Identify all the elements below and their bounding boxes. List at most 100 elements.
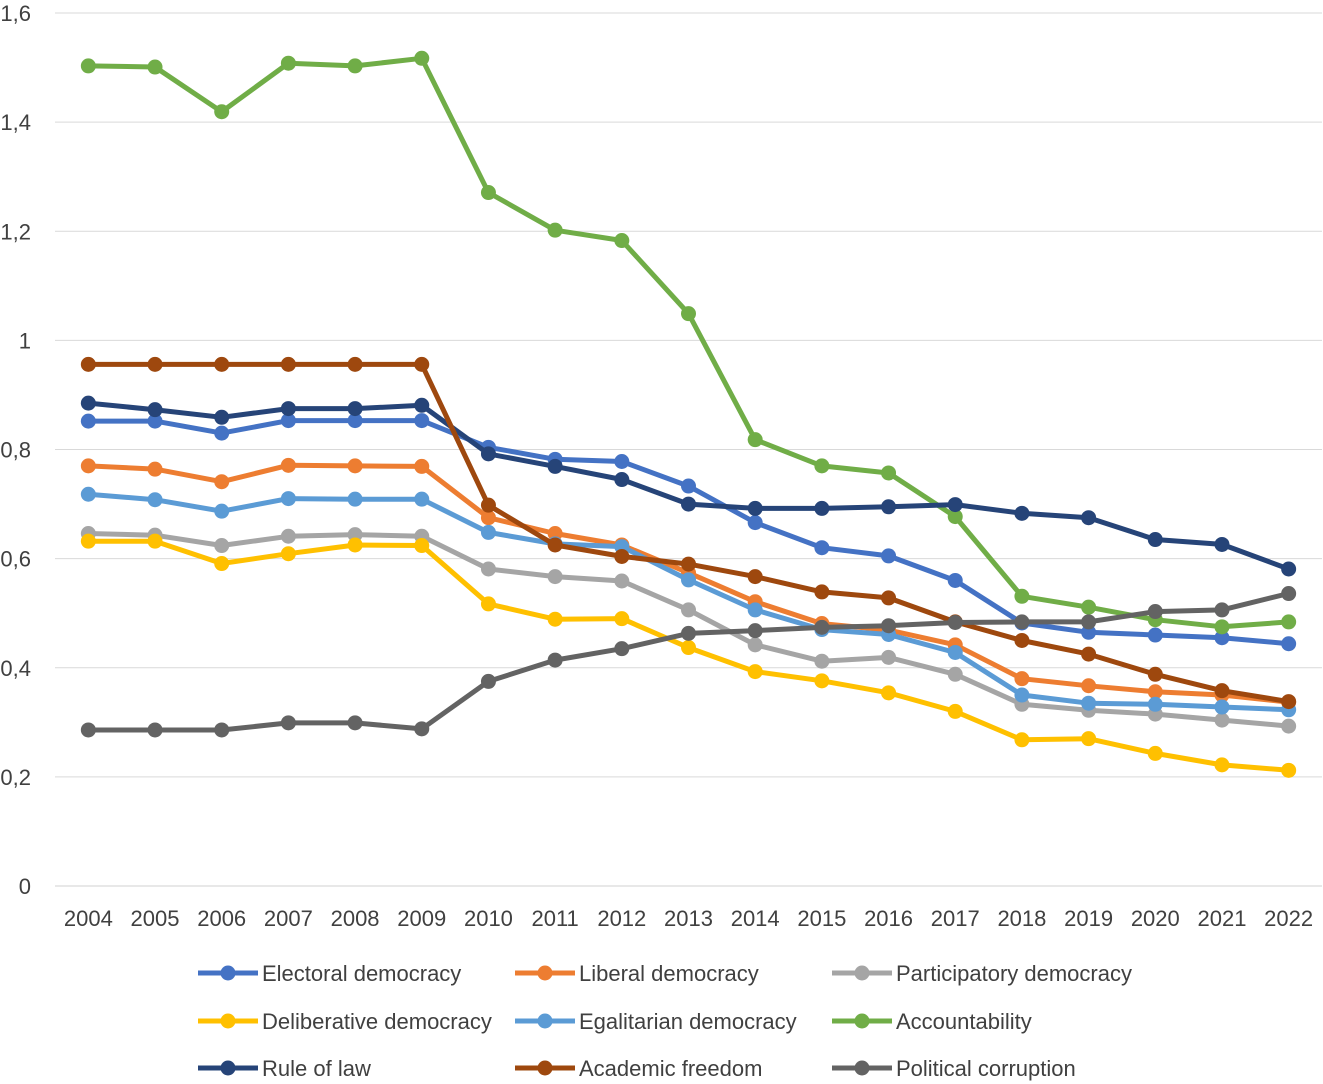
data-point <box>747 515 763 531</box>
legend-marker <box>537 1013 553 1029</box>
data-point <box>1147 604 1163 620</box>
data-point <box>147 413 163 429</box>
data-point <box>1214 630 1230 646</box>
data-point <box>747 664 763 680</box>
data-point <box>480 185 496 201</box>
data-point <box>614 611 630 627</box>
x-tick-label: 2009 <box>397 906 446 931</box>
legend-marker <box>220 1060 236 1076</box>
data-point <box>947 509 963 525</box>
x-tick-label: 2022 <box>1264 906 1313 931</box>
data-point <box>280 457 296 473</box>
data-point <box>881 465 897 481</box>
data-point <box>414 356 430 372</box>
x-tick-label: 2021 <box>1197 906 1246 931</box>
data-point <box>814 540 830 556</box>
data-point <box>480 561 496 577</box>
data-point <box>1147 666 1163 682</box>
data-point <box>1281 718 1297 734</box>
data-point <box>1281 762 1297 778</box>
legend-item: Deliberative democracy <box>198 1009 492 1034</box>
x-tick-label: 2007 <box>264 906 313 931</box>
y-tick-label: 1,4 <box>0 110 31 135</box>
data-point <box>881 590 897 606</box>
legend-marker <box>220 965 236 981</box>
data-point <box>1147 627 1163 643</box>
series-political-corruption <box>80 586 1297 738</box>
data-point <box>1014 687 1030 703</box>
data-point <box>1281 586 1297 602</box>
data-point <box>881 649 897 665</box>
data-point <box>947 497 963 513</box>
data-point <box>80 395 96 411</box>
data-point <box>1014 614 1030 630</box>
data-point <box>947 666 963 682</box>
data-point <box>547 652 563 668</box>
data-point <box>814 653 830 669</box>
x-tick-label: 2008 <box>331 906 380 931</box>
data-point <box>480 673 496 689</box>
legend-item: Rule of law <box>198 1056 371 1081</box>
data-point <box>80 533 96 549</box>
x-tick-label: 2014 <box>731 906 780 931</box>
series-deliberative-democracy <box>80 533 1297 778</box>
data-point <box>347 715 363 731</box>
data-point <box>1214 757 1230 773</box>
y-tick-label: 0,8 <box>0 438 31 463</box>
data-point <box>1081 624 1097 640</box>
legend-item: Academic freedom <box>515 1056 762 1081</box>
data-point <box>280 55 296 71</box>
series-egalitarian-democracy <box>80 486 1297 718</box>
y-axis-ticks: 0 0,2 0,4 0,6 0,8 1 1,2 1,4 1,6 <box>0 1 31 899</box>
data-point <box>1081 614 1097 630</box>
legend-marker <box>537 1060 553 1076</box>
data-point <box>414 50 430 66</box>
series-academic-freedom <box>80 356 1297 710</box>
x-tick-label: 2006 <box>197 906 246 931</box>
series-lines <box>80 50 1297 778</box>
data-point <box>147 59 163 75</box>
legend-label: Accountability <box>896 1009 1032 1034</box>
data-point <box>1147 696 1163 712</box>
data-point <box>280 413 296 429</box>
data-point <box>614 454 630 470</box>
y-tick-label: 0 <box>19 874 31 899</box>
data-point <box>214 503 230 519</box>
x-tick-label: 2017 <box>931 906 980 931</box>
legend-label: Political corruption <box>896 1056 1076 1081</box>
data-point <box>347 401 363 417</box>
x-tick-label: 2004 <box>64 906 113 931</box>
data-point <box>414 458 430 474</box>
y-tick-label: 0,2 <box>0 765 31 790</box>
data-point <box>347 527 363 543</box>
data-point <box>1014 732 1030 748</box>
data-point <box>347 58 363 74</box>
data-point <box>480 596 496 612</box>
data-point <box>347 356 363 372</box>
legend-item: Egalitarian democracy <box>515 1009 797 1034</box>
data-point <box>814 673 830 689</box>
x-tick-label: 2015 <box>797 906 846 931</box>
data-point <box>214 556 230 572</box>
data-point <box>681 556 696 572</box>
data-point <box>214 425 230 441</box>
data-point <box>747 637 763 653</box>
data-point <box>814 584 830 600</box>
data-point <box>547 569 563 585</box>
data-point <box>947 644 963 660</box>
data-point <box>414 491 430 507</box>
data-point <box>681 602 696 618</box>
data-point <box>80 413 96 429</box>
data-point <box>881 548 897 564</box>
data-point <box>347 413 363 429</box>
data-point <box>1147 532 1163 548</box>
data-point <box>1281 561 1297 577</box>
data-point <box>1214 712 1230 728</box>
data-point <box>147 722 163 738</box>
x-tick-label: 2016 <box>864 906 913 931</box>
data-point <box>947 703 963 719</box>
x-tick-label: 2005 <box>131 906 180 931</box>
legend-label: Deliberative democracy <box>262 1009 492 1034</box>
series-rule-of-law <box>80 395 1297 577</box>
data-point <box>681 572 696 588</box>
